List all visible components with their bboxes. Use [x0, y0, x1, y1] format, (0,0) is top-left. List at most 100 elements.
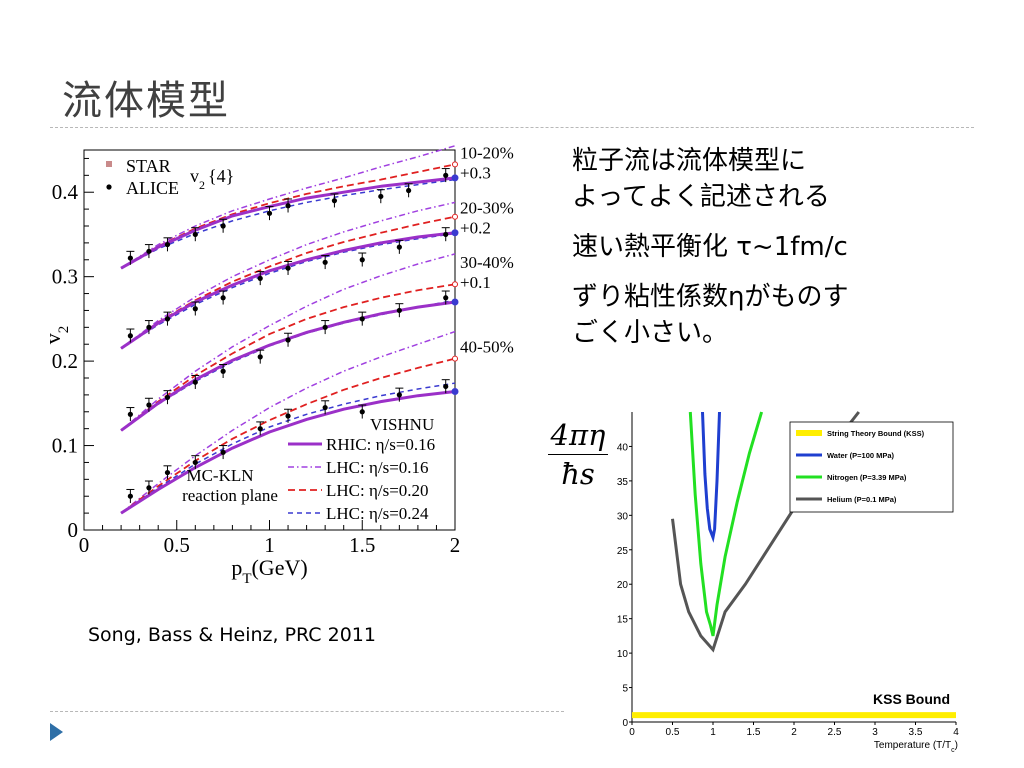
- x-axis-title: pT(GeV): [231, 555, 307, 587]
- x-tick-label: 0: [629, 727, 635, 738]
- y-tick-label: 0: [622, 718, 628, 729]
- alice-point: [220, 368, 226, 374]
- alice-point: [443, 231, 449, 238]
- series-end-marker: [452, 281, 458, 288]
- series-end-marker: [452, 355, 458, 362]
- legend-label: Helium (P=0.1 MPa): [827, 495, 897, 504]
- x-axis-title: Temperature (T/Tc): [874, 740, 958, 754]
- x-tick-label: 2: [791, 727, 797, 738]
- kss-formula-denominator: ħs: [561, 457, 595, 491]
- alice-point: [396, 392, 402, 398]
- y-tick-label: 15: [617, 615, 629, 626]
- centrality-offset-label: +0.1: [460, 273, 491, 292]
- alice-point: [285, 337, 291, 343]
- legend-label: LHC: η/s=0.16: [326, 458, 429, 477]
- y-tick-label: 25: [617, 546, 629, 557]
- x-tick-label: 2: [450, 533, 461, 557]
- alice-point: [257, 426, 263, 432]
- alice-point: [164, 394, 171, 401]
- alice-point: [127, 493, 133, 499]
- annotation-text: reaction plane: [182, 486, 278, 505]
- centrality-offset-label: +0.3: [460, 163, 491, 182]
- annotation-text: MC-KLN: [186, 466, 253, 485]
- alice-point: [192, 231, 198, 238]
- series-line-lhc_016: [120, 201, 456, 350]
- kss-formula: 4πη ħs: [548, 418, 608, 491]
- x-tick-label: 1: [710, 727, 716, 738]
- x-tick-label: 3: [872, 727, 878, 738]
- bullet-item: 速い熱平衡化 τ~1fm/c: [572, 232, 848, 262]
- alice-point: [285, 265, 291, 271]
- centrality-label: 40-50%: [460, 338, 514, 357]
- legend-label: ALICE: [126, 178, 179, 198]
- y-tick-label: 0: [68, 518, 79, 542]
- legend-box: [789, 421, 954, 513]
- series-line-rhic_016: [120, 231, 456, 350]
- alice-point: [359, 257, 365, 263]
- alice-point: [406, 187, 412, 194]
- centrality-label: 30-40%: [460, 253, 514, 272]
- series-line-lhc_016: [120, 253, 456, 431]
- alice-point: [322, 324, 328, 330]
- alice-point: [164, 241, 171, 248]
- bullet-list: 粒子流は流体模型に よってよく記述される 速い熱平衡化 τ~1fm/c ずり粘性…: [572, 143, 848, 365]
- legend-label: Water (P=100 MPa): [827, 451, 895, 460]
- alice-point: [266, 210, 273, 216]
- title-divider: [50, 127, 974, 128]
- alice-point: [220, 223, 226, 229]
- legend-label: STAR: [126, 156, 171, 176]
- alice-point: [220, 295, 226, 301]
- x-tick-label: 0.5: [164, 533, 190, 557]
- y-tick-label: 20: [617, 580, 629, 591]
- y-tick-label: 40: [617, 442, 629, 453]
- series-line-lhc_020: [120, 357, 456, 514]
- slide-title: 流体模型: [62, 78, 230, 124]
- alice-point: [146, 402, 152, 408]
- viscosity-chart: 0 5 10 15 20 25 30 35 40 0 0.5 1 1.5 2 2.5 3 3.5 4 Tempera…: [617, 411, 959, 754]
- series-end-marker: [451, 174, 459, 182]
- alice-point: [285, 203, 291, 209]
- bullet-item: 粒子流は流体模型に よってよく記述される: [572, 146, 830, 212]
- x-tick-label: 0: [79, 533, 90, 557]
- x-tick-label: 3.5: [909, 727, 923, 738]
- slide-nav-arrow-icon[interactable]: [50, 723, 63, 741]
- series-end-marker: [452, 213, 458, 220]
- legend-label: Nitrogen (P=3.39 MPa): [827, 473, 907, 482]
- alice-point: [220, 449, 226, 455]
- alice-point: [127, 411, 133, 417]
- alice-point: [359, 316, 365, 322]
- alice-point: [192, 379, 198, 385]
- alice-point: [192, 459, 198, 466]
- legend-label: LHC: η/s=0.24: [326, 504, 429, 523]
- series-end-marker: [451, 229, 459, 237]
- y-tick-label: 0.2: [52, 349, 78, 373]
- kss-formula-numerator: 4πη: [548, 418, 608, 455]
- v2-chart: 0 0.5 1 1.5 200.10.20.30.4pT(GeV)v210-20%+0.…: [40, 143, 514, 587]
- series-line-lhc_020: [120, 283, 456, 432]
- alice-point: [192, 306, 198, 312]
- alice-point: [322, 404, 328, 411]
- series-line: [701, 411, 721, 543]
- series-end-marker: [451, 298, 459, 306]
- centrality-offset-label: +0.2: [460, 218, 491, 237]
- legend-label: LHC: η/s=0.20: [326, 481, 429, 500]
- alice-point: [359, 409, 365, 415]
- bullet-item: ずり粘性係数ηがものす ごく小さい。: [572, 282, 849, 348]
- alice-point: [127, 333, 133, 339]
- legend-label: RHIC: η/s=0.16: [326, 435, 435, 454]
- alice-point: [443, 383, 449, 390]
- citation: Song, Bass & Heinz, PRC 2011: [88, 624, 376, 646]
- y-tick-label: 0.1: [52, 434, 78, 458]
- y-tick-label: 35: [617, 477, 629, 488]
- alice-point: [285, 413, 291, 419]
- alice-point: [146, 248, 152, 254]
- x-tick-label: 1: [264, 533, 275, 557]
- legend-marker-alice: [106, 184, 112, 190]
- y-tick-label: 0.4: [52, 180, 79, 204]
- series-line-lhc_016: [120, 145, 456, 269]
- legend-title: VISHNU: [370, 415, 434, 434]
- alice-point: [257, 354, 263, 360]
- series-line-lhc_024: [120, 178, 456, 269]
- alice-point: [257, 275, 263, 281]
- alice-point: [396, 307, 402, 314]
